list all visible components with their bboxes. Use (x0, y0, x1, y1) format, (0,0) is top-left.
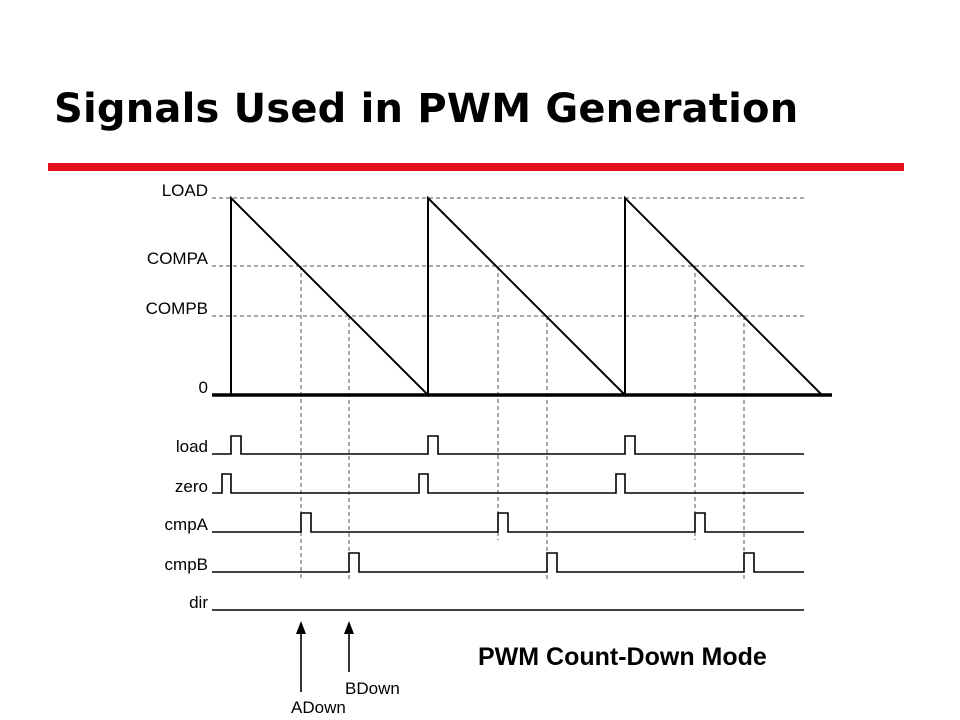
signal-label-cmpa: cmpA (165, 515, 209, 534)
counter-sawtooth (230, 195, 823, 398)
cmpb-signal-trace (212, 552, 804, 573)
event-label-adown: ADown (291, 698, 346, 717)
cmpa-signal-trace (212, 512, 804, 533)
event-projection-lines (300, 266, 745, 580)
signal-label-zero: zero (175, 477, 208, 496)
adown-arrow (296, 621, 306, 692)
signal-label-load: load (176, 437, 208, 456)
level-label-compb: COMPB (146, 299, 208, 318)
level-label-load: LOAD (162, 181, 208, 200)
load-signal-trace (212, 435, 804, 455)
level-label-zero: 0 (199, 378, 208, 397)
bdown-arrow (344, 621, 354, 672)
level-label-compa: COMPA (147, 249, 209, 268)
event-label-bdown: BDown (345, 679, 400, 698)
slide-title: Signals Used in PWM Generation (54, 86, 799, 132)
signal-label-cmpb: cmpB (165, 555, 208, 574)
signal-label-dir: dir (189, 593, 208, 612)
title-divider (48, 163, 904, 171)
level-reference-lines (212, 197, 804, 317)
zero-signal-trace (212, 473, 804, 494)
diagram-caption: PWM Count-Down Mode (478, 643, 767, 671)
